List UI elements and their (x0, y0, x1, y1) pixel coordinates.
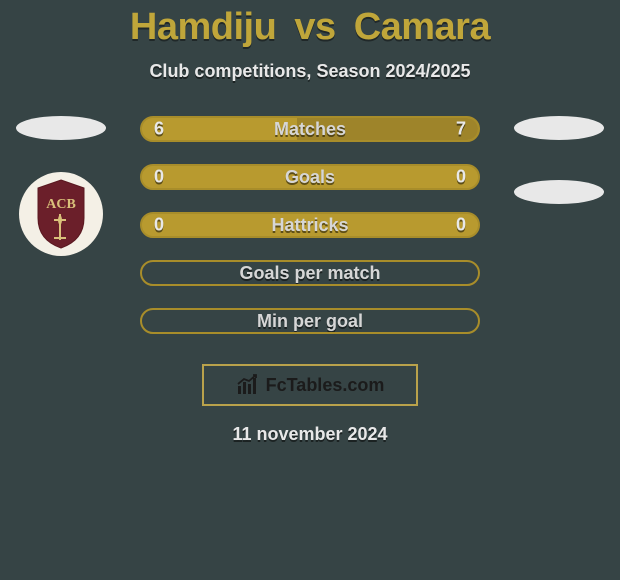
stat-row: 6 7 Matches (140, 116, 480, 142)
stat-row: Goals per match (140, 260, 480, 286)
player2-photo-placeholder (514, 116, 604, 140)
content: ACB 6 7 Matches 0 0 Goals 0 0 Hattricks Goals per… (0, 116, 620, 445)
root: Hamdiju vs Camara Club competitions, Sea… (0, 0, 620, 580)
right-column (514, 116, 604, 204)
player2-club-placeholder (514, 180, 604, 204)
stat-fill-right (310, 166, 478, 188)
subtitle: Club competitions, Season 2024/2025 (0, 61, 620, 82)
left-column: ACB (16, 116, 106, 256)
brand-text: FcTables.com (266, 375, 385, 396)
stat-value-left: 0 (154, 167, 164, 188)
date-label: 11 november 2024 (0, 424, 620, 445)
stat-label: Goals (285, 167, 335, 188)
stat-label: Matches (274, 119, 346, 140)
stat-label: Min per goal (257, 311, 363, 332)
stat-value-right: 7 (456, 119, 466, 140)
chart-icon (236, 374, 262, 396)
stat-bars: 6 7 Matches 0 0 Goals 0 0 Hattricks Goals per mat… (140, 116, 480, 334)
player2-name: Camara (354, 6, 490, 48)
player1-club-badge: ACB (19, 172, 103, 256)
player1-name: Hamdiju (130, 6, 276, 48)
vs-label: vs (294, 6, 335, 48)
stat-value-right: 0 (456, 167, 466, 188)
stat-row: Min per goal (140, 308, 480, 334)
stat-value-left: 0 (154, 215, 164, 236)
brand-box: FcTables.com (202, 364, 418, 406)
shield-icon: ACB (34, 178, 88, 250)
stat-value-right: 0 (456, 215, 466, 236)
stat-label: Hattricks (271, 215, 348, 236)
stat-row: 0 0 Goals (140, 164, 480, 190)
stat-row: 0 0 Hattricks (140, 212, 480, 238)
stat-label: Goals per match (239, 263, 380, 284)
stat-value-left: 6 (154, 119, 164, 140)
player1-photo-placeholder (16, 116, 106, 140)
page-title: Hamdiju vs Camara (0, 0, 620, 49)
svg-text:ACB: ACB (46, 197, 76, 212)
